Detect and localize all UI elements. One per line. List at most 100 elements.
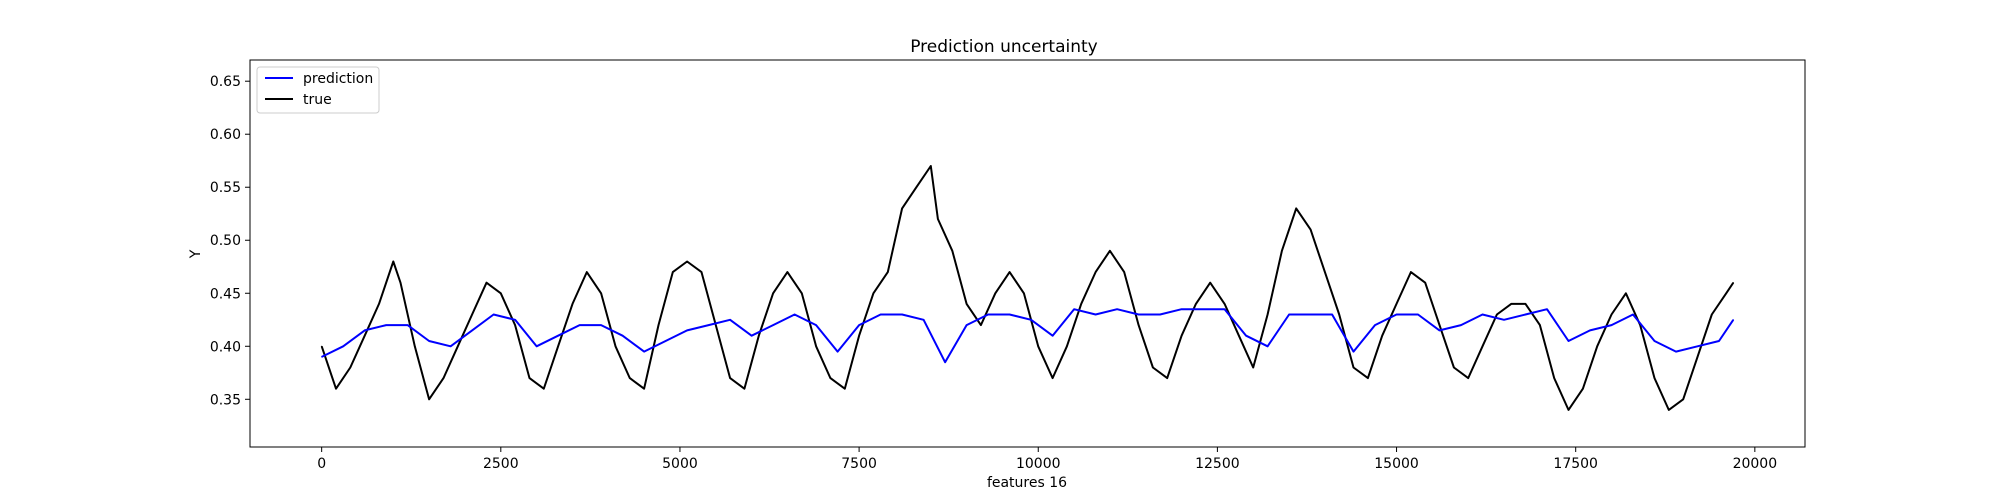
legend-label-prediction: prediction bbox=[303, 71, 373, 87]
data-point-true bbox=[1567, 409, 1570, 411]
data-point-prediction bbox=[1095, 313, 1097, 316]
data-point-prediction bbox=[1567, 340, 1570, 342]
data-point-prediction bbox=[923, 319, 925, 321]
data-point-prediction bbox=[428, 340, 430, 342]
data-point-true bbox=[1596, 345, 1598, 347]
data-point-true bbox=[772, 292, 774, 294]
data-point-prediction bbox=[794, 313, 796, 316]
data-point-true bbox=[672, 271, 674, 273]
x-tick-label: 7500 bbox=[841, 456, 877, 472]
data-point-true bbox=[1109, 250, 1111, 252]
data-point-true bbox=[844, 388, 846, 390]
data-point-true bbox=[378, 303, 380, 305]
data-point-true bbox=[1438, 324, 1441, 326]
data-point-true bbox=[1352, 366, 1355, 369]
data-point-prediction bbox=[966, 324, 968, 326]
data-point-true bbox=[657, 324, 660, 326]
data-point-prediction bbox=[1395, 313, 1398, 316]
data-point-true bbox=[715, 324, 717, 326]
data-point-true bbox=[951, 250, 953, 252]
y-axis-label: Y bbox=[188, 249, 204, 259]
data-point-prediction bbox=[1073, 308, 1075, 310]
data-point-true bbox=[1310, 229, 1312, 231]
data-point-prediction bbox=[1224, 308, 1226, 310]
data-point-prediction bbox=[622, 335, 624, 337]
data-point-prediction bbox=[407, 324, 409, 326]
data-point-prediction bbox=[1438, 329, 1441, 331]
data-point-prediction bbox=[1696, 345, 1699, 347]
x-tick-label: 0 bbox=[317, 456, 326, 472]
plot-frame bbox=[249, 59, 1806, 448]
y-tick-label: 0.35 bbox=[210, 392, 241, 408]
plot-area bbox=[320, 165, 1735, 411]
data-point-true bbox=[528, 377, 531, 379]
data-point-true bbox=[514, 324, 516, 326]
data-point-true bbox=[1453, 366, 1455, 369]
data-point-prediction bbox=[901, 313, 903, 316]
data-point-true bbox=[1080, 303, 1082, 305]
data-point-true bbox=[614, 345, 617, 347]
data-point-prediction bbox=[643, 351, 645, 353]
data-point-true bbox=[643, 388, 645, 390]
data-point-prediction bbox=[536, 345, 538, 347]
data-point-prediction bbox=[1352, 351, 1355, 353]
data-point-true bbox=[1424, 282, 1426, 284]
data-point-prediction bbox=[1116, 308, 1118, 310]
data-point-prediction bbox=[708, 324, 710, 326]
data-point-true bbox=[1181, 335, 1183, 337]
data-point-true bbox=[1295, 207, 1297, 209]
data-point-true bbox=[1037, 345, 1039, 347]
data-point-prediction bbox=[321, 356, 323, 358]
data-point-true bbox=[1582, 388, 1584, 390]
y-tick-label: 0.45 bbox=[210, 286, 241, 302]
data-point-prediction bbox=[1718, 340, 1720, 342]
data-point-true bbox=[1052, 377, 1054, 379]
data-point-true bbox=[1610, 313, 1613, 316]
data-point-true bbox=[586, 271, 588, 273]
data-point-prediction bbox=[1245, 335, 1247, 337]
data-point-prediction bbox=[514, 319, 516, 321]
data-point-prediction bbox=[1288, 313, 1290, 316]
data-point-true bbox=[457, 345, 459, 347]
data-point-true bbox=[428, 398, 430, 400]
data-point-true bbox=[442, 377, 445, 379]
data-point-prediction bbox=[579, 324, 581, 326]
data-point-prediction bbox=[1460, 324, 1462, 326]
data-point-true bbox=[335, 388, 337, 390]
data-point-true bbox=[392, 260, 394, 263]
data-point-true bbox=[743, 388, 746, 390]
data-point-true bbox=[1539, 324, 1541, 326]
data-point-true bbox=[557, 345, 559, 347]
data-point-true bbox=[1324, 271, 1326, 273]
data-point-true bbox=[1653, 377, 1656, 379]
data-point-prediction bbox=[1653, 340, 1656, 342]
legend-label-true: true bbox=[303, 92, 332, 108]
data-point-true bbox=[1152, 366, 1154, 369]
data-point-prediction bbox=[1030, 319, 1032, 321]
data-point-true bbox=[801, 292, 803, 294]
data-point-true bbox=[1696, 356, 1699, 358]
data-point-prediction bbox=[880, 313, 882, 316]
data-point-true bbox=[1410, 271, 1412, 273]
data-point-true bbox=[1166, 377, 1168, 379]
data-point-prediction bbox=[1202, 308, 1204, 310]
chart-title: Prediction uncertainty bbox=[910, 37, 1098, 57]
x-tick-label: 5000 bbox=[662, 456, 698, 472]
data-point-prediction bbox=[1675, 351, 1677, 353]
data-point-true bbox=[1224, 303, 1226, 305]
x-tick-label: 17500 bbox=[1553, 456, 1598, 472]
data-point-prediction bbox=[665, 340, 667, 342]
data-point-true bbox=[858, 335, 860, 337]
y-tick-label: 0.40 bbox=[210, 339, 241, 355]
data-point-prediction bbox=[1503, 319, 1505, 321]
data-point-true bbox=[786, 271, 789, 273]
data-point-true bbox=[1367, 377, 1369, 379]
data-point-prediction bbox=[1374, 324, 1376, 326]
data-point-prediction bbox=[364, 329, 366, 331]
data-point-prediction bbox=[987, 313, 989, 316]
data-point-true bbox=[1238, 335, 1240, 337]
data-point-prediction bbox=[1524, 313, 1527, 316]
data-point-prediction bbox=[1417, 313, 1419, 316]
y-tick-label: 0.55 bbox=[210, 180, 241, 196]
